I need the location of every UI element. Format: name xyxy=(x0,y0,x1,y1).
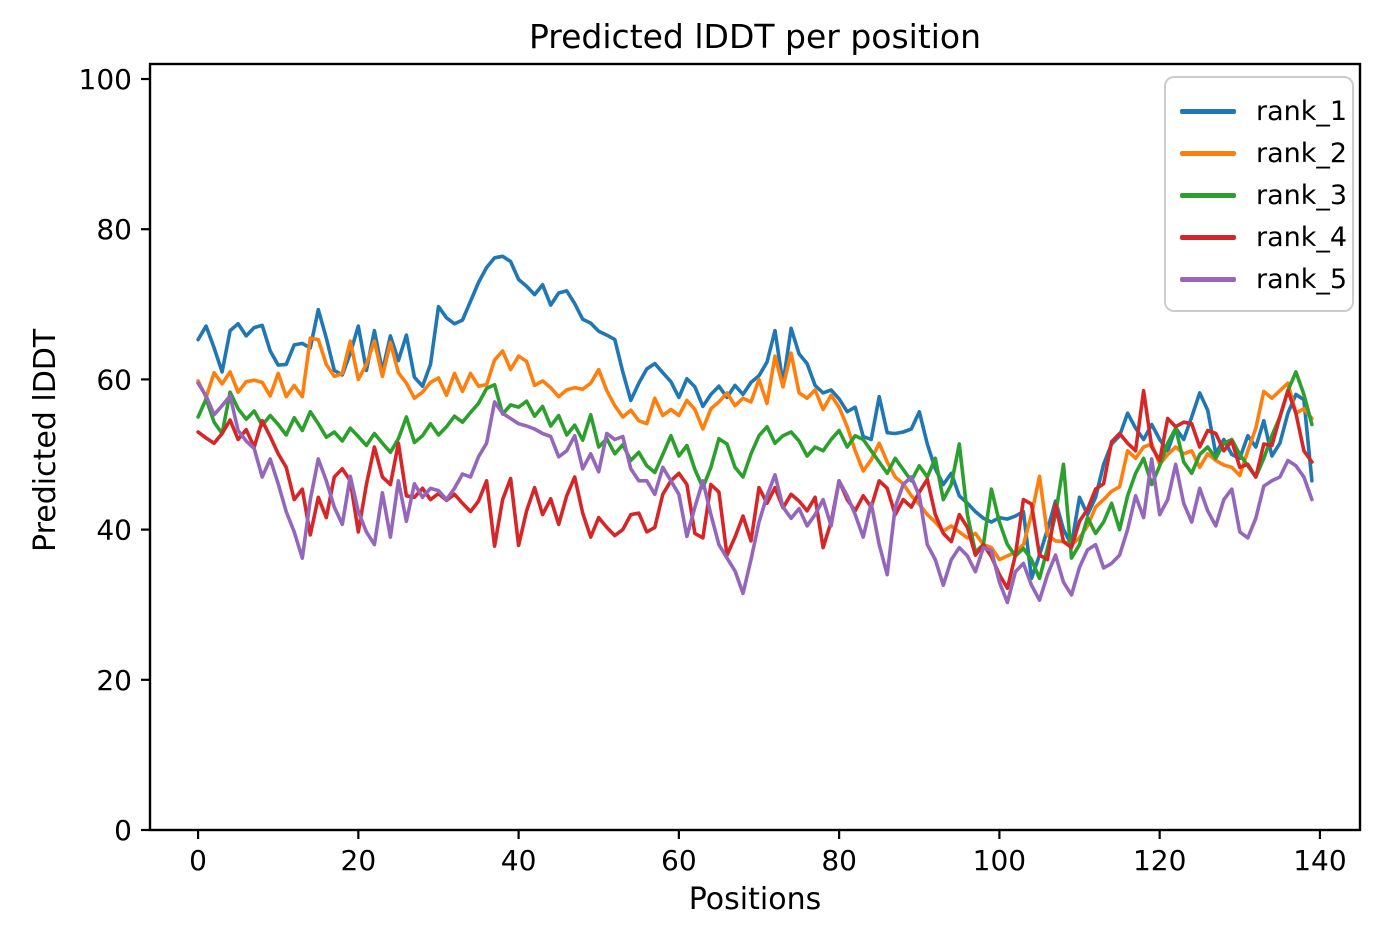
series-line-rank_2 xyxy=(196,336,1314,562)
y-tick-label: 100 xyxy=(79,63,132,96)
series-line-rank_5 xyxy=(196,381,1314,605)
x-tick-label: 40 xyxy=(501,844,537,877)
y-tick-label: 40 xyxy=(96,514,132,547)
x-tick-label: 100 xyxy=(973,844,1026,877)
axes-frame xyxy=(148,62,1362,832)
legend-entry-rank_4: rank_4 xyxy=(1180,216,1352,258)
legend-entry-rank_3: rank_3 xyxy=(1180,174,1352,216)
legend-line-icon xyxy=(1180,234,1236,240)
series-line-rank_3 xyxy=(196,370,1314,581)
legend: rank_1 rank_2 rank_3 rank_4 rank_5 xyxy=(1164,76,1354,312)
x-tick-label: 20 xyxy=(341,844,377,877)
y-tick-label: 80 xyxy=(96,213,132,246)
x-tick-label: 140 xyxy=(1293,844,1346,877)
y-tick-label: 0 xyxy=(114,814,132,847)
legend-label: rank_2 xyxy=(1256,137,1348,169)
legend-entry-rank_5: rank_5 xyxy=(1180,258,1352,300)
legend-line-icon xyxy=(1180,108,1236,114)
chart-title: Predicted lDDT per position xyxy=(528,17,982,56)
legend-line-icon xyxy=(1180,192,1236,198)
legend-entry-rank_2: rank_2 xyxy=(1180,132,1352,174)
legend-line-icon xyxy=(1180,276,1236,282)
y-tick-label: 20 xyxy=(96,664,132,697)
x-axis-label: Positions xyxy=(688,882,822,917)
legend-label: rank_1 xyxy=(1256,95,1348,127)
x-tick-label: 60 xyxy=(661,844,697,877)
legend-line-icon xyxy=(1180,150,1236,156)
legend-label: rank_5 xyxy=(1256,263,1348,295)
x-tick-label: 120 xyxy=(1133,844,1186,877)
y-tick-label: 60 xyxy=(96,363,132,396)
x-tick-label: 80 xyxy=(821,844,857,877)
legend-label: rank_3 xyxy=(1256,179,1348,211)
legend-entry-rank_1: rank_1 xyxy=(1180,90,1352,132)
series-line-rank_4 xyxy=(196,388,1314,591)
x-tick-label: 0 xyxy=(189,844,207,877)
legend-label: rank_4 xyxy=(1256,221,1348,253)
